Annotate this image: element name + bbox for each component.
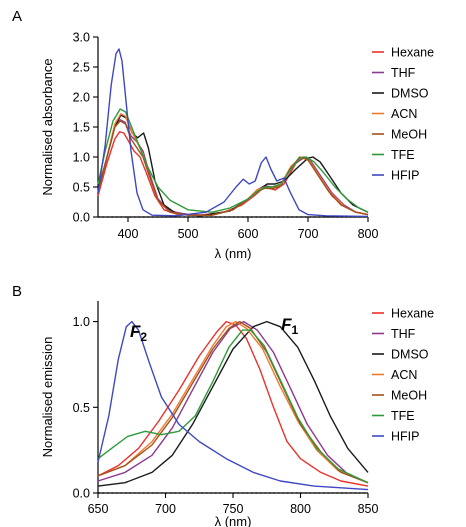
legend-label: Hexane xyxy=(391,46,434,60)
legend-label: DMSO xyxy=(391,87,429,101)
panel-label-b: B xyxy=(12,283,22,300)
x-tick-label: 800 xyxy=(358,227,379,241)
legend-label: HFIP xyxy=(391,169,419,183)
legend-label: ACN xyxy=(391,107,417,121)
annotation-label: F1 xyxy=(281,315,298,337)
y-tick-label: 3.0 xyxy=(73,31,90,45)
series-line-thf xyxy=(97,320,369,484)
y-tick-label: 1.5 xyxy=(73,121,90,135)
legend-label: MeOH xyxy=(391,389,427,403)
series-line-hfip xyxy=(97,48,369,218)
x-tick-label: 700 xyxy=(155,502,176,516)
legend-label: TFE xyxy=(391,148,415,162)
absorbance-chart: 0.0 0.5 1.0 1.5 2.0 2.5 3.0 400 500 600 700 800 λ (n… xyxy=(40,31,434,262)
x-tick-label: 850 xyxy=(358,502,379,516)
series-line-meoh xyxy=(97,120,369,216)
y-tick-label: 1.0 xyxy=(73,151,90,165)
x-tick-label: 650 xyxy=(88,502,109,516)
x-tick-label: 750 xyxy=(223,502,244,516)
legend-label: Hexane xyxy=(391,307,434,321)
legend-label: MeOH xyxy=(391,128,427,142)
series-line-dmso xyxy=(97,114,369,217)
y-tick-label: 0.5 xyxy=(73,181,90,195)
series-line-dmso xyxy=(97,320,369,487)
x-tick-label: 800 xyxy=(290,502,311,516)
series-line-tfe xyxy=(97,329,369,484)
y-tick-label: 2.0 xyxy=(73,91,90,105)
y-axis-label: Normalised absorbance xyxy=(40,58,55,195)
y-tick-label: 0.0 xyxy=(73,487,90,501)
panel-label-a: A xyxy=(12,8,22,25)
x-axis-label: λ (nm) xyxy=(215,246,252,261)
y-tick-label: 0.5 xyxy=(73,401,90,415)
y-tick-label: 0.0 xyxy=(73,211,90,225)
y-axis-label: Normalised emission xyxy=(40,337,55,458)
series-line-thf xyxy=(97,119,369,216)
emission-chart: 0.0 0.5 1.0 650 700 750 800 850 λ (nm) Normalised… xyxy=(40,301,434,527)
legend-label: THF xyxy=(391,327,416,341)
series-line-acn xyxy=(97,113,369,216)
legend-label: HFIP xyxy=(391,430,419,444)
series-line-hfip xyxy=(97,320,369,491)
legend-label: ACN xyxy=(391,368,417,382)
x-tick-label: 400 xyxy=(118,227,139,241)
y-tick-label: 2.5 xyxy=(73,61,90,75)
x-axis-label: λ (nm) xyxy=(215,514,252,527)
x-tick-label: 500 xyxy=(178,227,199,241)
x-tick-label: 600 xyxy=(238,227,259,241)
x-tick-label: 700 xyxy=(298,227,319,241)
annotation-label: F2 xyxy=(130,322,147,344)
legend-label: THF xyxy=(391,66,416,80)
series-line-acn xyxy=(97,320,369,484)
legend-label: TFE xyxy=(391,409,415,423)
legend-label: DMSO xyxy=(391,348,429,362)
y-tick-label: 1.0 xyxy=(73,315,90,329)
